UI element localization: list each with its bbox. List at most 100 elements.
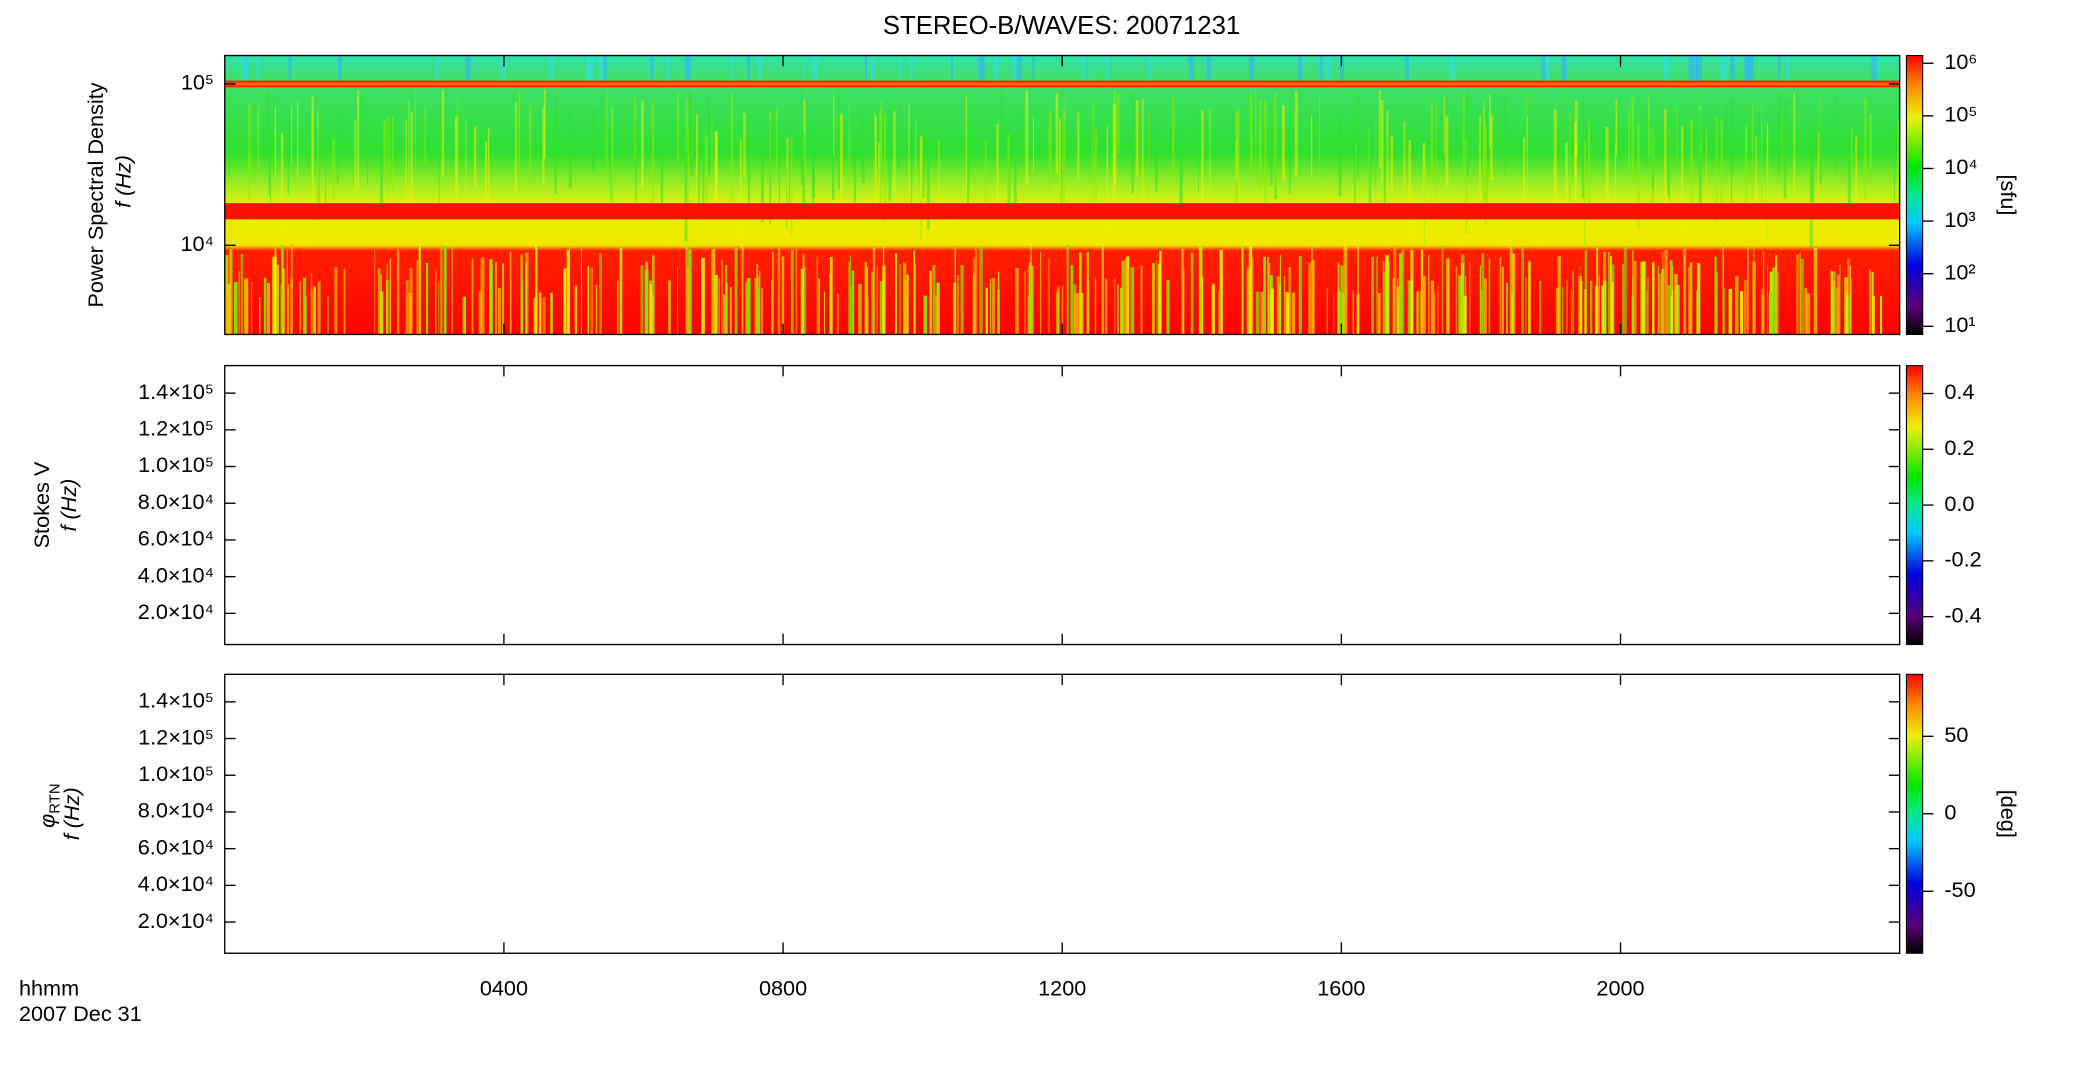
streak [894,253,897,335]
colorbar-tick-label: 10⁶ [1944,49,1977,74]
streak [1850,277,1853,335]
streak [1646,290,1648,335]
streak [734,248,738,335]
streak [1080,55,1086,83]
streak [1651,131,1654,190]
streak [705,136,708,207]
streak [327,296,329,335]
streak [688,90,692,155]
streak [1622,264,1625,335]
streak [635,119,637,203]
streak [1855,135,1858,221]
streak [1382,261,1385,335]
streak [1525,276,1527,335]
streak [1460,263,1465,335]
streak [1048,258,1050,335]
streak [1753,244,1755,335]
streak [858,284,862,335]
streak [1117,284,1119,335]
streak [872,247,876,335]
streak [1688,294,1691,335]
streak [790,137,793,237]
y-tick-label: 1.4×10⁵ [138,688,214,713]
streak [542,297,546,335]
streak [754,278,758,335]
streak [1574,122,1577,178]
streak [666,55,670,83]
streak [1504,101,1507,176]
streak [1114,278,1116,335]
streak [691,98,693,158]
streak [590,267,594,335]
streak [721,259,724,335]
streak [440,244,443,335]
streak [861,118,865,184]
streak [587,55,595,83]
streak [282,268,286,335]
streak [1512,258,1514,335]
streak [711,251,713,335]
streak [888,102,892,202]
streak [1663,55,1669,83]
streak [1489,94,1491,149]
y-tick-label: 1.2×10⁵ [138,416,214,441]
streak [1121,261,1125,335]
streak [290,243,293,335]
streak [1879,295,1883,335]
streak [1633,261,1637,335]
streak [910,55,913,83]
streak [848,106,851,171]
streak [1674,274,1678,335]
streak [696,114,699,221]
colorbar-tick-label: -0.2 [1944,547,1981,572]
streak [240,254,244,335]
streak [707,97,711,175]
streak [1013,132,1017,205]
streak [1073,293,1078,335]
streak [777,247,781,335]
streak [387,117,390,196]
streak [471,258,474,335]
streak [1235,112,1238,182]
streak [1430,280,1435,335]
streak [1142,98,1144,201]
streak [312,290,313,335]
streak [465,55,471,83]
streak [225,294,228,335]
streak [1836,287,1839,335]
y-tick-label: 4.0×10⁴ [138,562,214,587]
x-tick-label: 2000 [1596,976,1644,1001]
streak [801,90,804,186]
streak [1603,252,1606,335]
streak [1188,55,1194,83]
streak [424,106,427,163]
streak [1768,291,1773,335]
streak [1428,254,1430,335]
streak [1338,119,1342,197]
streak [1201,110,1204,214]
streak [1298,255,1302,335]
streak [684,134,688,242]
streak [1104,278,1108,335]
streak [1392,277,1395,335]
streak [1641,261,1646,335]
streak [935,295,939,335]
streak [1766,133,1768,241]
streak [1839,264,1841,335]
streak [1723,288,1726,335]
streak [1589,280,1593,335]
streak [840,114,843,220]
streak [790,250,794,335]
streak [386,263,388,335]
streak [1557,256,1561,335]
y-tick-label: 1.2×10⁵ [138,724,214,749]
streak [542,107,545,185]
streak [1722,243,1724,335]
streak [1368,129,1370,214]
streak [343,268,346,335]
streak [1484,125,1487,224]
streak [1180,133,1183,206]
streak [686,267,690,335]
streak [1130,267,1135,335]
